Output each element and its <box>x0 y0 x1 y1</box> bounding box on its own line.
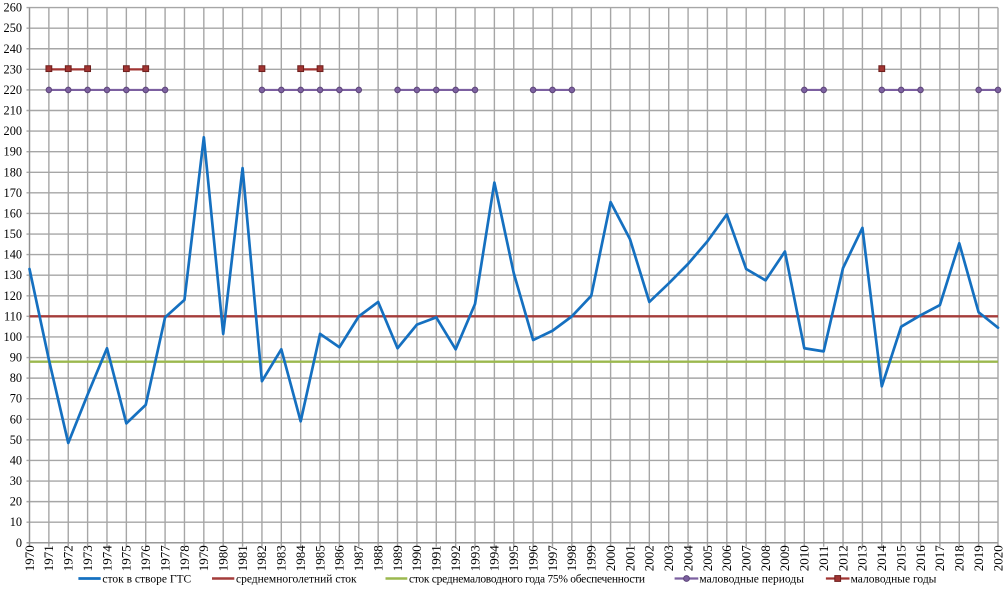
svg-text:1980: 1980 <box>216 545 231 571</box>
svg-text:130: 130 <box>4 268 22 282</box>
svg-text:2006: 2006 <box>719 545 734 572</box>
svg-text:1993: 1993 <box>467 545 482 571</box>
svg-text:60: 60 <box>10 412 22 426</box>
svg-text:1997: 1997 <box>545 545 560 572</box>
svg-text:250: 250 <box>4 21 22 35</box>
svg-text:50: 50 <box>10 433 22 447</box>
svg-text:240: 240 <box>4 42 22 56</box>
svg-text:80: 80 <box>10 371 22 385</box>
svg-text:маловодные годы: маловодные годы <box>851 574 937 586</box>
svg-text:2000: 2000 <box>603 545 618 571</box>
svg-text:200: 200 <box>4 124 22 138</box>
svg-text:1974: 1974 <box>99 545 114 572</box>
svg-text:1991: 1991 <box>429 545 444 571</box>
svg-text:1985: 1985 <box>312 545 327 571</box>
svg-text:0: 0 <box>16 536 22 550</box>
svg-text:2011: 2011 <box>816 546 831 572</box>
svg-text:2019: 2019 <box>971 545 986 571</box>
svg-text:150: 150 <box>4 227 22 241</box>
svg-text:2018: 2018 <box>952 545 967 571</box>
svg-text:1983: 1983 <box>274 545 289 571</box>
svg-text:20: 20 <box>10 495 22 509</box>
svg-text:2017: 2017 <box>932 545 947 572</box>
svg-text:1995: 1995 <box>506 545 521 571</box>
svg-text:1999: 1999 <box>584 545 599 571</box>
svg-text:140: 140 <box>4 248 22 262</box>
svg-text:1987: 1987 <box>351 545 366 572</box>
svg-text:1975: 1975 <box>119 545 134 571</box>
svg-text:2010: 2010 <box>797 545 812 571</box>
svg-text:1978: 1978 <box>177 545 192 571</box>
svg-text:2015: 2015 <box>893 545 908 571</box>
svg-text:90: 90 <box>10 351 22 365</box>
svg-text:1972: 1972 <box>61 545 76 571</box>
svg-text:30: 30 <box>10 474 22 488</box>
svg-text:1998: 1998 <box>564 545 579 571</box>
svg-text:260: 260 <box>4 1 22 15</box>
svg-text:2004: 2004 <box>680 545 695 572</box>
svg-text:2016: 2016 <box>913 545 928 572</box>
svg-text:210: 210 <box>4 104 22 118</box>
svg-text:1982: 1982 <box>254 545 269 571</box>
svg-text:120: 120 <box>4 289 22 303</box>
svg-text:180: 180 <box>4 165 22 179</box>
svg-text:190: 190 <box>4 145 22 159</box>
svg-text:1979: 1979 <box>196 545 211 571</box>
svg-text:1990: 1990 <box>409 545 424 571</box>
svg-text:1971: 1971 <box>41 545 56 571</box>
svg-text:100: 100 <box>4 330 22 344</box>
svg-text:160: 160 <box>4 206 22 220</box>
svg-text:70: 70 <box>10 392 22 406</box>
svg-text:1988: 1988 <box>370 545 385 571</box>
svg-text:10: 10 <box>10 515 22 529</box>
svg-text:1992: 1992 <box>448 545 463 571</box>
svg-text:среднемноголетний сток: среднемноголетний сток <box>236 574 357 586</box>
svg-text:2005: 2005 <box>700 545 715 571</box>
svg-text:2020: 2020 <box>990 545 1005 571</box>
svg-text:1986: 1986 <box>332 545 347 572</box>
svg-text:40: 40 <box>10 454 22 468</box>
svg-text:1977: 1977 <box>157 545 172 572</box>
svg-text:2013: 2013 <box>855 545 870 571</box>
svg-text:2007: 2007 <box>738 545 753 572</box>
svg-text:1994: 1994 <box>487 545 502 572</box>
svg-text:маловодные периоды: маловодные периоды <box>699 574 804 586</box>
svg-text:сток в створе ГТС: сток в створе ГТС <box>102 574 191 586</box>
svg-text:2002: 2002 <box>642 545 657 571</box>
svg-text:1970: 1970 <box>22 545 37 571</box>
svg-text:170: 170 <box>4 186 22 200</box>
svg-text:2009: 2009 <box>777 545 792 571</box>
svg-text:1973: 1973 <box>80 545 95 571</box>
svg-text:1989: 1989 <box>390 545 405 571</box>
svg-text:2001: 2001 <box>622 545 637 571</box>
svg-text:220: 220 <box>4 83 22 97</box>
svg-text:110: 110 <box>4 309 22 323</box>
svg-text:1984: 1984 <box>293 545 308 572</box>
svg-text:2014: 2014 <box>874 545 889 572</box>
svg-text:1976: 1976 <box>138 545 153 572</box>
svg-text:1981: 1981 <box>235 545 250 571</box>
svg-text:230: 230 <box>4 62 22 76</box>
svg-text:сток среднемаловодного года 75: сток среднемаловодного года 75% обеспече… <box>409 574 645 586</box>
svg-text:1996: 1996 <box>525 545 540 572</box>
svg-text:2012: 2012 <box>835 545 850 571</box>
svg-text:2003: 2003 <box>661 545 676 571</box>
svg-text:2008: 2008 <box>758 545 773 571</box>
